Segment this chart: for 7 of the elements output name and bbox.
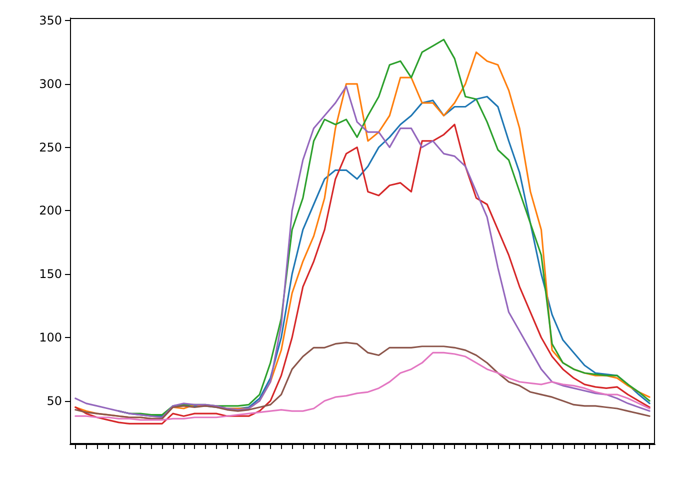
y-tick-label: 150	[39, 267, 62, 282]
y-tick-label: 300	[39, 76, 62, 91]
y-tick-label: 350	[39, 14, 62, 28]
y-tick-label: 200	[39, 204, 62, 218]
y-tick-label: 50	[46, 394, 62, 408]
y-tick-label: 250	[39, 140, 62, 154]
y-tick-label: 100	[39, 330, 62, 344]
